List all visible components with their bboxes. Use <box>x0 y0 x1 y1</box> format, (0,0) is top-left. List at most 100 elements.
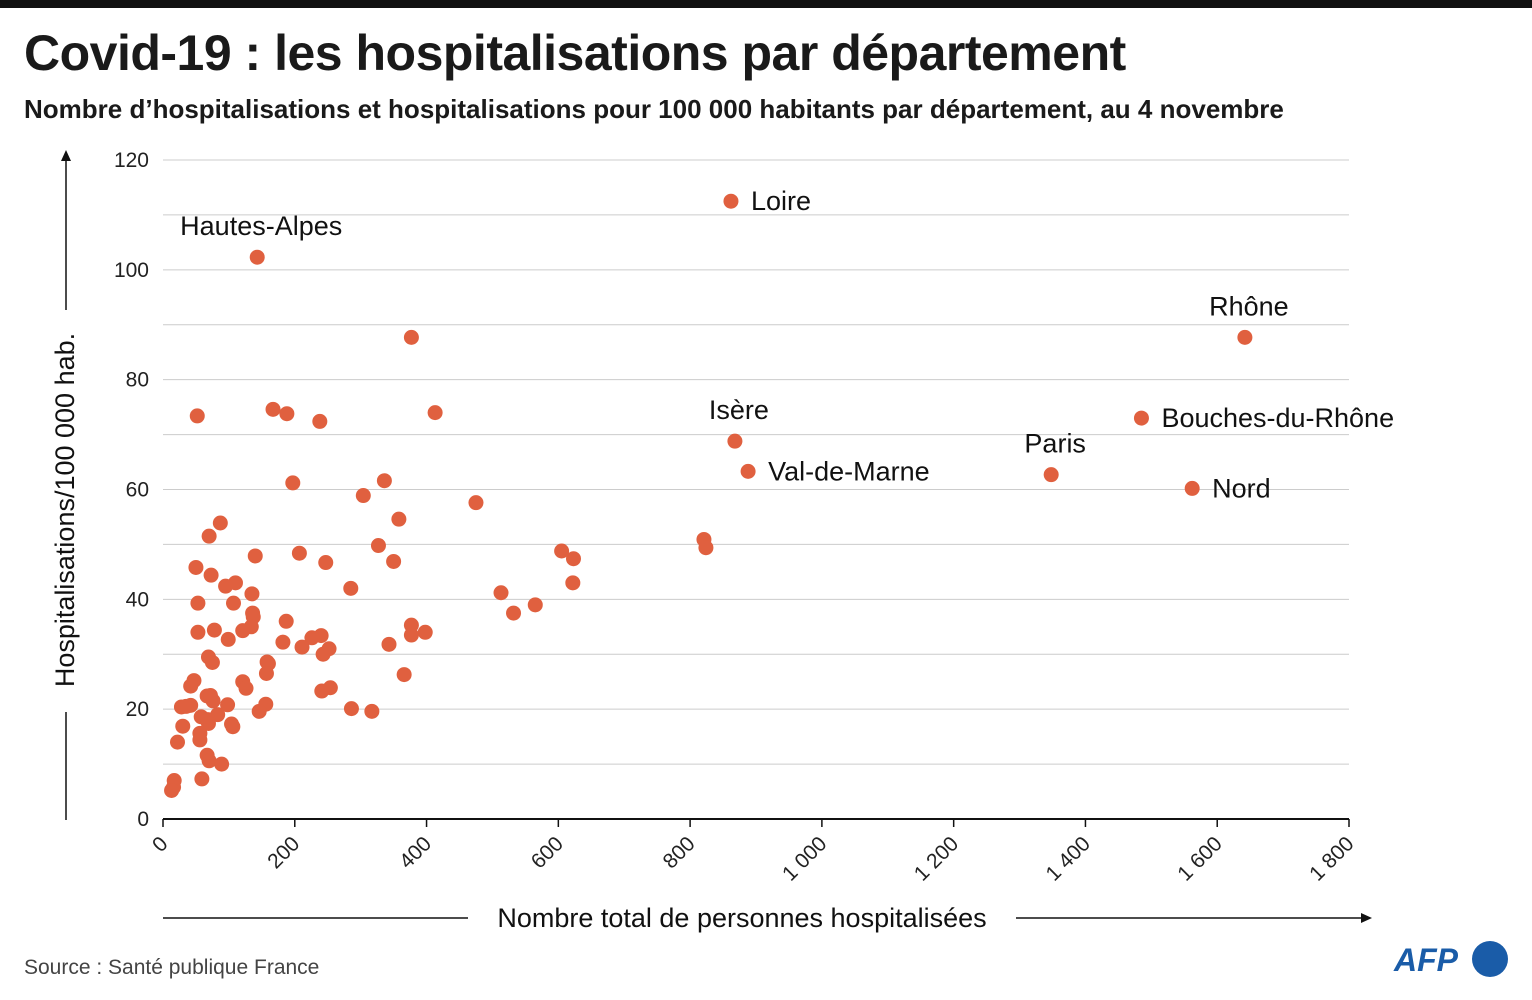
data-point <box>698 540 714 556</box>
data-point <box>279 406 295 422</box>
afp-logo-circle <box>1472 941 1508 977</box>
x-tick-label: 1 600 <box>1173 832 1226 885</box>
data-point <box>396 667 412 683</box>
y-tick-label: 40 <box>126 588 149 611</box>
data-point <box>251 703 267 719</box>
data-point <box>175 718 191 734</box>
data-point <box>203 567 219 583</box>
data-point-labeled <box>740 463 756 479</box>
data-point <box>201 528 217 544</box>
data-point <box>183 678 199 694</box>
x-tick-label: 1 400 <box>1042 832 1095 885</box>
data-point <box>381 636 397 652</box>
data-point-labeled <box>723 193 739 209</box>
data-point <box>285 475 301 491</box>
data-point <box>218 578 234 594</box>
data-point-labeled <box>1184 480 1200 496</box>
labeled-points: Loire Hautes-Alpes Rhône Bouches-du-Rhône Is… <box>180 186 1394 503</box>
data-point <box>318 555 334 571</box>
data-point <box>403 329 419 345</box>
point-label: Hautes-Alpes <box>180 211 342 241</box>
y-tick-label: 0 <box>137 808 149 831</box>
data-point <box>343 701 359 717</box>
data-point <box>192 732 208 748</box>
y-tick-label: 100 <box>114 259 149 282</box>
data-point <box>194 771 210 787</box>
data-point <box>343 580 359 596</box>
data-point <box>370 538 386 554</box>
point-label: Bouches-du-Rhône <box>1161 403 1394 433</box>
data-point <box>364 703 380 719</box>
data-point <box>468 495 484 511</box>
data-point <box>235 623 251 639</box>
y-axis-title: Hospitalisations/100 000 hab. <box>50 333 80 687</box>
data-point-labeled <box>727 433 743 449</box>
x-tick-label: 0 <box>148 832 173 857</box>
data-point <box>206 622 222 638</box>
point-label: Paris <box>1024 429 1086 459</box>
data-points <box>164 329 714 798</box>
data-point <box>226 595 242 611</box>
data-point <box>258 665 274 681</box>
data-point <box>244 586 260 602</box>
data-point <box>178 698 194 714</box>
x-tick-label: 200 <box>263 832 304 873</box>
data-point-labeled <box>1237 329 1253 345</box>
y-tick-label: 80 <box>126 369 149 392</box>
data-point <box>201 753 217 769</box>
y-tick-labels: 0 20 40 60 80 100 120 <box>114 149 149 831</box>
data-point <box>220 697 236 713</box>
top-rule <box>0 0 1532 8</box>
data-point <box>386 553 402 569</box>
data-point <box>376 473 392 489</box>
data-point <box>403 627 419 643</box>
axes <box>61 150 1372 923</box>
x-axis-title: Nombre total de personnes hospitalisées <box>497 903 986 933</box>
data-point <box>315 646 331 662</box>
data-point <box>200 715 216 731</box>
point-label: Loire <box>751 186 811 216</box>
x-axis-arrow-head <box>1361 913 1372 923</box>
x-tick-label: 1 200 <box>910 832 963 885</box>
x-tick-label: 600 <box>527 832 568 873</box>
data-point <box>164 782 180 798</box>
data-point <box>417 624 433 640</box>
data-point <box>247 548 263 564</box>
data-point <box>527 597 543 613</box>
data-point <box>291 545 307 561</box>
data-point <box>565 551 581 567</box>
data-point-labeled <box>1133 410 1149 426</box>
data-point <box>294 639 310 655</box>
data-point <box>278 613 294 629</box>
x-tick-label: 800 <box>659 832 700 873</box>
data-point <box>220 631 236 647</box>
point-label: Val-de-Marne <box>768 456 930 486</box>
data-point <box>212 515 228 531</box>
data-point <box>565 575 581 591</box>
afp-logo-text: AFP <box>1393 942 1459 978</box>
data-point <box>225 719 241 735</box>
data-point <box>427 405 443 421</box>
data-point <box>190 624 206 640</box>
x-tick-label: 1 000 <box>778 832 831 885</box>
chart-subtitle: Nombre d’hospitalisations et hospitalisa… <box>24 94 1284 124</box>
afp-logo: AFP <box>1393 941 1508 978</box>
data-point <box>314 683 330 699</box>
grid-lines <box>163 159 1349 765</box>
data-point <box>391 511 407 527</box>
point-label: Nord <box>1212 473 1271 503</box>
data-point <box>312 413 328 429</box>
point-label: Rhône <box>1209 291 1289 321</box>
y-tick-label: 120 <box>114 149 149 172</box>
data-point <box>304 630 320 646</box>
data-point <box>506 605 522 621</box>
y-tick-label: 20 <box>126 698 149 721</box>
point-label: Isère <box>709 395 769 425</box>
data-point <box>188 559 204 575</box>
data-point <box>190 595 206 611</box>
y-tick-label: 60 <box>126 479 149 502</box>
x-tick-label: 1 800 <box>1305 832 1358 885</box>
data-point-labeled <box>1043 467 1059 483</box>
data-point <box>189 408 205 424</box>
x-tick-labels: 0 200 400 600 800 1 000 1 200 1 400 1 600 1 800 <box>148 819 1359 886</box>
